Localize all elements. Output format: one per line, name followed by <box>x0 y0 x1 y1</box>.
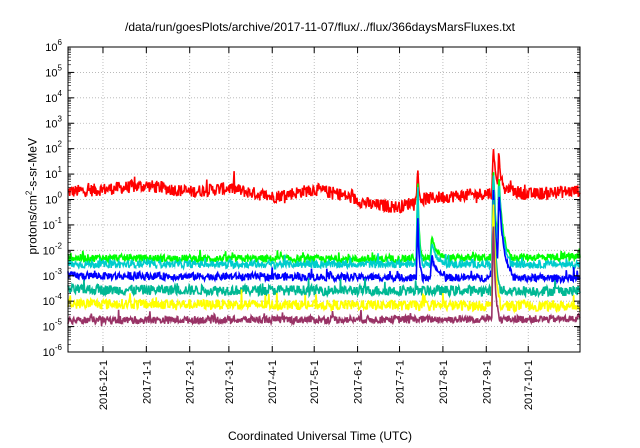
x-tick-label: 2017-1-1 <box>141 360 153 404</box>
x-tick-label: 2017-5-1 <box>309 360 321 404</box>
x-tick-label: 2017-7-1 <box>395 360 407 404</box>
x-axis-label: Coordinated Universal Time (UTC) <box>227 429 413 443</box>
x-tick-label: 2017-3-1 <box>224 360 236 404</box>
x-tick-label: 2017-6-1 <box>353 360 365 404</box>
x-tick-label: 2017-2-1 <box>185 360 197 404</box>
series-group <box>67 148 581 327</box>
x-tick-label: 2016-12-1 <box>98 360 110 410</box>
x-tick-label: 2017-10-1 <box>523 360 535 410</box>
x-ticks: 2016-12-1 2017-1-1 2017-2-1 2017-3-1 2017-4-… <box>98 47 535 410</box>
chart-title: /data/run/goesPlots/archive/2017-11-07/f… <box>125 20 515 34</box>
x-tick-label: 2017-4-1 <box>267 360 279 404</box>
y-axis-label: protons/cm2-s-sr-MeV <box>24 138 40 255</box>
series-line-1 <box>67 148 581 214</box>
series-line-8 <box>67 226 581 327</box>
x-tick-label: 2017-9-1 <box>481 360 493 404</box>
x-tick-label: 2017-8-1 <box>438 360 450 404</box>
